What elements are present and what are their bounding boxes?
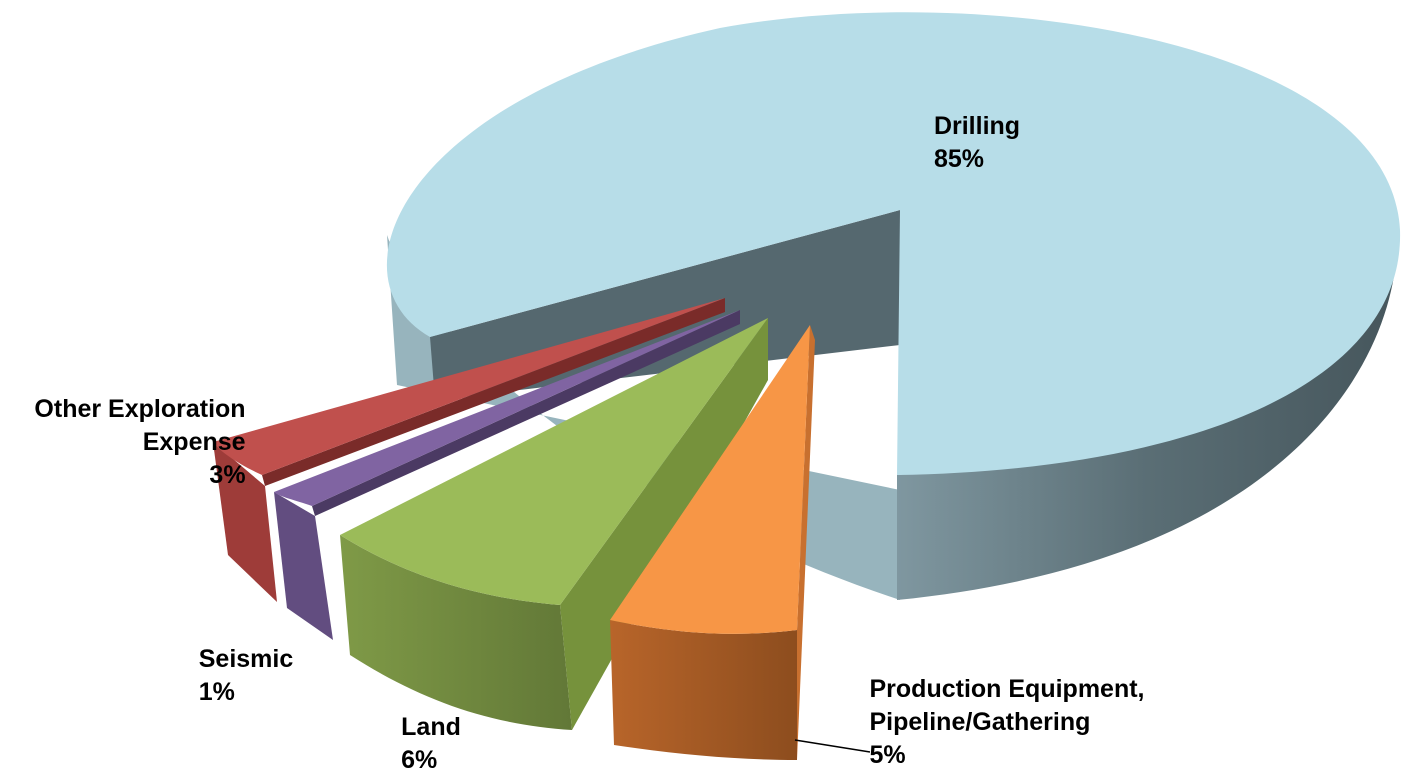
label-seismic-name: Seismic bbox=[198, 645, 294, 673]
label-seismic: Seismic 1% bbox=[199, 643, 294, 709]
slice-other-exploration-cut bbox=[262, 298, 725, 486]
slice-land-top bbox=[340, 318, 768, 605]
label-production-equipment-percent: 5% bbox=[869, 741, 906, 769]
slice-other-exploration bbox=[213, 298, 725, 602]
label-land-name: Land bbox=[401, 713, 461, 741]
label-drilling-name: Drilling bbox=[933, 112, 1021, 140]
label-production-equipment: Production Equipment, Pipeline/Gathering… bbox=[870, 673, 1145, 772]
slice-seismic-side bbox=[274, 492, 333, 640]
slice-other-exploration-top bbox=[213, 298, 725, 475]
slice-seismic-cut bbox=[312, 310, 740, 516]
label-land-percent: 6% bbox=[401, 746, 438, 774]
label-seismic-percent: 1% bbox=[198, 678, 235, 706]
slice-drilling-top bbox=[386, 12, 1401, 476]
label-production-equipment-name-1: Production Equipment, bbox=[869, 675, 1145, 703]
label-land: Land 6% bbox=[401, 711, 461, 777]
label-other-exploration-percent: 3% bbox=[209, 461, 246, 489]
label-production-equipment-name-2: Pipeline/Gathering bbox=[869, 708, 1091, 736]
production-equipment-leader-line bbox=[794, 739, 871, 753]
label-other-exploration-name-2: Expense bbox=[142, 428, 246, 456]
label-other-exploration-name-1: Other Exploration bbox=[34, 395, 246, 423]
label-other-exploration: Other Exploration Expense 3% bbox=[34, 393, 245, 492]
slice-seismic bbox=[274, 310, 740, 640]
slice-production-equipment-top bbox=[610, 325, 810, 634]
slice-production-equipment-side bbox=[610, 620, 797, 760]
slice-other-exploration-side bbox=[213, 442, 277, 602]
label-drilling-percent: 85% bbox=[933, 145, 984, 173]
label-drilling: Drilling 85% bbox=[934, 110, 1020, 176]
slice-drilling-rim bbox=[897, 235, 1398, 600]
slice-production-equipment bbox=[610, 325, 815, 760]
slice-seismic-top bbox=[274, 310, 740, 506]
slice-land-side bbox=[340, 535, 572, 730]
slice-production-equipment-cut bbox=[797, 325, 815, 760]
